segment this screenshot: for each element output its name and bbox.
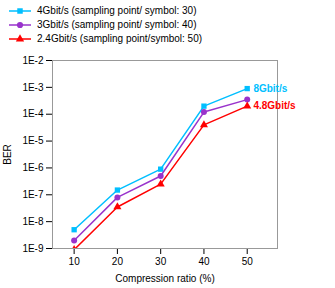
html-text:2.4Gbit/s (sampling point/symb: 2.4Gbit/s (sampling point/symbol: 50) — [37, 33, 203, 44]
svg-text:1E-6: 1E-6 — [22, 162, 44, 173]
svg-text:1E-5: 1E-5 — [22, 135, 44, 146]
html-text:3Gbit/s (sampling point/ symbo: 3Gbit/s (sampling point/ symbol: 40) — [37, 19, 197, 30]
svg-text:1E-2: 1E-2 — [22, 55, 44, 66]
svg-text:1E-8: 1E-8 — [22, 216, 44, 227]
svg-text:1E-3: 1E-3 — [22, 82, 44, 93]
svg-text:1E-4: 1E-4 — [22, 108, 44, 119]
svg-text:20: 20 — [112, 256, 124, 267]
svg-text:8Gbit/s: 8Gbit/s — [253, 83, 287, 94]
svg-text:40: 40 — [198, 256, 210, 267]
svg-text:4.8Gbit/s: 4.8Gbit/s — [253, 100, 296, 111]
svg-text:1E-9: 1E-9 — [22, 243, 44, 254]
svg-text:10: 10 — [69, 256, 81, 267]
svg-text:30: 30 — [155, 256, 167, 267]
svg-text:50: 50 — [242, 256, 254, 267]
svg-text:1E-7: 1E-7 — [22, 189, 44, 200]
html-text:4Gbit/s (sampling point/ symbo: 4Gbit/s (sampling point/ symbol: 30) — [37, 5, 197, 16]
svg-text:Compression ratio (%): Compression ratio (%) — [115, 273, 214, 284]
svg-text:BER: BER — [2, 144, 13, 165]
